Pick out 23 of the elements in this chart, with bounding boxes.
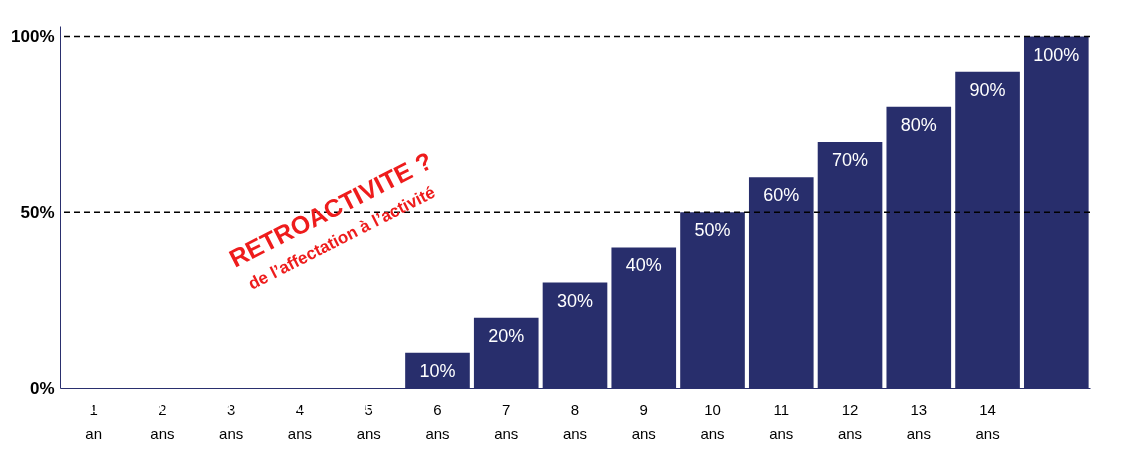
x-tick-label: 7 ans (494, 400, 519, 442)
x-tick-label: 10 ans (700, 400, 725, 442)
data-label: 20% (488, 325, 525, 346)
data-label: 80% (900, 114, 937, 135)
data-label: 70% (832, 149, 869, 170)
x-tick-label: 12 ans (837, 400, 863, 442)
data-label: 10% (419, 360, 456, 381)
x-tick-label: 4 ans (287, 400, 313, 442)
data-label: 50% (694, 220, 731, 241)
x-tick-label: 6 ans (425, 400, 450, 442)
x-tick-label: 8 ans (562, 400, 588, 442)
x-tick-label: 9 ans (631, 400, 656, 442)
x-tick-label: 11 ans (769, 400, 794, 442)
data-label: 90% (969, 79, 1006, 100)
data-label: 40% (625, 255, 662, 276)
data-label: 100% (1033, 44, 1080, 65)
x-tick-label: 14 ans (975, 400, 1000, 442)
x-tick-label: 13 ans (906, 400, 931, 442)
data-label: 60% (763, 185, 800, 206)
y-tick-label: 100% (11, 27, 55, 47)
y-tick-label: 50% (20, 202, 55, 222)
y-tick-label: 0% (29, 378, 55, 398)
data-label: 30% (556, 290, 594, 311)
